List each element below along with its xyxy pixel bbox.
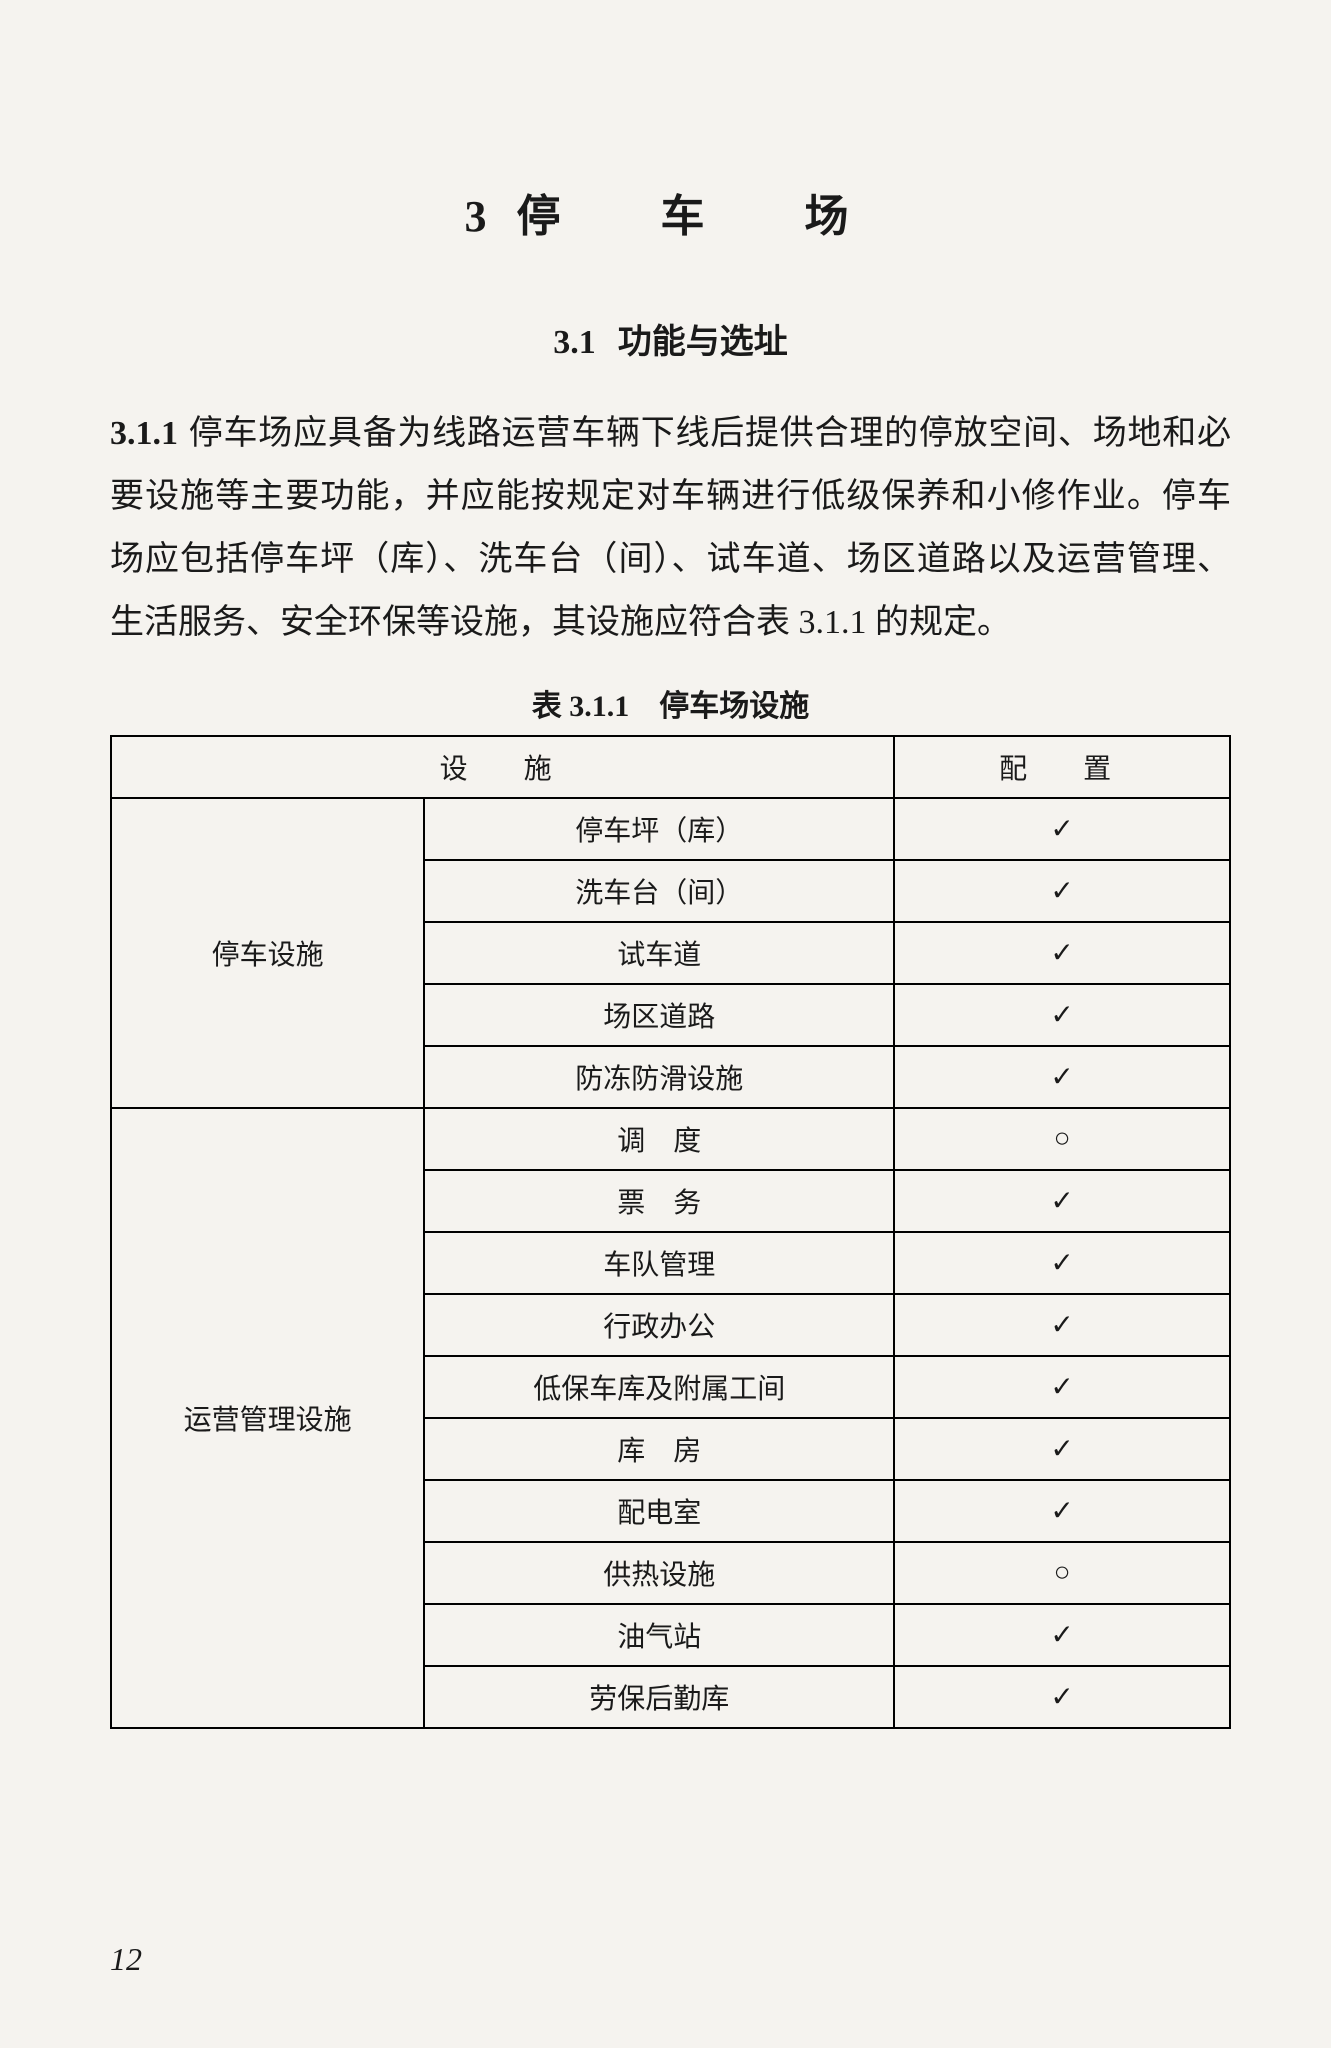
item-cell: 防冻防滑设施 bbox=[424, 1046, 894, 1108]
config-cell: ✓ bbox=[894, 1294, 1230, 1356]
section-number: 3.1 bbox=[553, 324, 596, 361]
config-cell: ✓ bbox=[894, 1418, 1230, 1480]
header-config: 配 置 bbox=[894, 736, 1230, 798]
chapter-number: 3 bbox=[465, 192, 487, 241]
config-cell: ✓ bbox=[894, 1604, 1230, 1666]
item-cell: 供热设施 bbox=[424, 1542, 894, 1604]
item-cell: 车队管理 bbox=[424, 1232, 894, 1294]
item-cell: 配电室 bbox=[424, 1480, 894, 1542]
item-cell: 油气站 bbox=[424, 1604, 894, 1666]
config-cell: ✓ bbox=[894, 1666, 1230, 1728]
config-cell: ✓ bbox=[894, 984, 1230, 1046]
item-cell: 调 度 bbox=[424, 1108, 894, 1170]
table-row: 运营管理设施调 度○ bbox=[111, 1108, 1230, 1170]
category-cell: 运营管理设施 bbox=[111, 1108, 424, 1728]
item-cell: 票 务 bbox=[424, 1170, 894, 1232]
category-cell: 停车设施 bbox=[111, 798, 424, 1108]
item-cell: 洗车台（间） bbox=[424, 860, 894, 922]
config-cell: ○ bbox=[894, 1108, 1230, 1170]
table-row: 停车设施停车坪（库）✓ bbox=[111, 798, 1230, 860]
chapter-title-text: 停 车 场 bbox=[517, 192, 877, 241]
table-caption: 表 3.1.1 停车场设施 bbox=[110, 681, 1231, 725]
item-cell: 行政办公 bbox=[424, 1294, 894, 1356]
item-cell: 劳保后勤库 bbox=[424, 1666, 894, 1728]
item-cell: 停车坪（库） bbox=[424, 798, 894, 860]
clause-number: 3.1.1 bbox=[110, 415, 178, 452]
section-title: 3.1 功能与选址 bbox=[110, 314, 1231, 363]
section-title-text: 功能与选址 bbox=[618, 324, 788, 361]
header-facility: 设 施 bbox=[111, 736, 894, 798]
page-number: 12 bbox=[110, 1941, 142, 1978]
item-cell: 库 房 bbox=[424, 1418, 894, 1480]
clause-text: 停车场应具备为线路运营车辆下线后提供合理的停放空间、场地和必要设施等主要功能，并… bbox=[110, 415, 1231, 641]
config-cell: ✓ bbox=[894, 1046, 1230, 1108]
config-cell: ✓ bbox=[894, 1480, 1230, 1542]
item-cell: 试车道 bbox=[424, 922, 894, 984]
config-cell: ✓ bbox=[894, 1232, 1230, 1294]
table-header-row: 设 施 配 置 bbox=[111, 736, 1230, 798]
config-cell: ✓ bbox=[894, 1170, 1230, 1232]
page: 3 停 车 场 3.1 功能与选址 3.1.1停车场应具备为线路运营车辆下线后提供合… bbox=[0, 0, 1331, 2048]
config-cell: ✓ bbox=[894, 922, 1230, 984]
clause-paragraph: 3.1.1停车场应具备为线路运营车辆下线后提供合理的停放空间、场地和必要设施等主… bbox=[110, 403, 1231, 655]
item-cell: 场区道路 bbox=[424, 984, 894, 1046]
config-cell: ✓ bbox=[894, 860, 1230, 922]
config-cell: ✓ bbox=[894, 798, 1230, 860]
config-cell: ○ bbox=[894, 1542, 1230, 1604]
item-cell: 低保车库及附属工间 bbox=[424, 1356, 894, 1418]
facility-table: 设 施 配 置 停车设施停车坪（库）✓洗车台（间）✓试车道✓场区道路✓防冻防滑设… bbox=[110, 735, 1231, 1729]
chapter-title: 3 停 车 场 bbox=[110, 180, 1231, 244]
config-cell: ✓ bbox=[894, 1356, 1230, 1418]
